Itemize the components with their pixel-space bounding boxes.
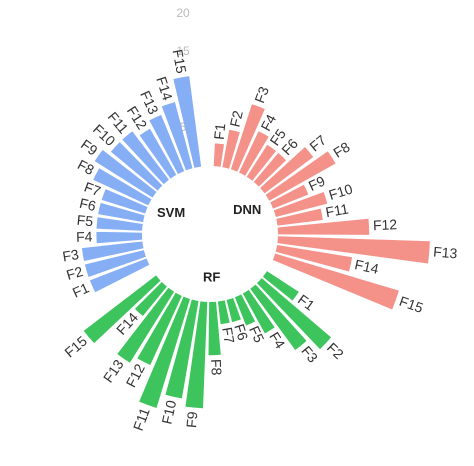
bar-label: F7 <box>219 326 238 345</box>
bar-label: F12 <box>373 216 398 233</box>
bar <box>96 217 143 231</box>
bar <box>93 168 152 206</box>
bar <box>213 143 225 167</box>
bar-label: F9 <box>306 172 328 193</box>
bar-label: F10 <box>158 398 179 425</box>
bar <box>185 301 208 409</box>
group-label: DNN <box>233 202 261 217</box>
bar-label: F5 <box>266 126 289 149</box>
bar <box>149 114 185 175</box>
bar <box>262 271 299 301</box>
bar <box>230 104 265 172</box>
bar <box>250 284 307 351</box>
bar-label: F8 <box>208 359 225 376</box>
bar <box>277 218 370 235</box>
bar <box>253 152 287 187</box>
bar <box>222 129 240 169</box>
bar-label: F9 <box>78 136 101 159</box>
bar <box>234 294 256 326</box>
bar <box>265 151 336 201</box>
bar <box>276 208 323 226</box>
bar <box>137 292 182 366</box>
bar <box>275 244 353 272</box>
bar <box>260 146 314 194</box>
bar-label: F10 <box>327 180 355 203</box>
bar-label: F12 <box>123 361 148 390</box>
bar-label: F9 <box>183 411 200 429</box>
bar <box>173 76 202 168</box>
bar-label: F3 <box>251 84 272 105</box>
bar-label: F1 <box>70 279 92 300</box>
bar <box>98 202 145 223</box>
bar <box>117 287 175 363</box>
bar-label: F7 <box>82 179 103 200</box>
bar-label: F14 <box>153 75 176 103</box>
bar-label: F3 <box>61 246 80 264</box>
bar-label: F5 <box>76 212 94 230</box>
bar-label: F15 <box>170 48 190 75</box>
bar <box>96 231 143 244</box>
bar-label: F8 <box>75 156 97 178</box>
bar-label: F2 <box>64 263 84 283</box>
bar-label: F6 <box>231 322 251 343</box>
bar-label: F15 <box>61 333 90 361</box>
bar <box>217 300 230 325</box>
bar-label: F6 <box>78 195 98 214</box>
bar <box>161 102 193 171</box>
bar <box>277 236 430 264</box>
bar <box>246 144 276 181</box>
bar <box>94 149 157 198</box>
bar-label: F15 <box>397 293 425 316</box>
bar-label: F4 <box>266 329 288 351</box>
bar <box>270 184 309 209</box>
bar-label: F7 <box>306 132 329 155</box>
bar-label: F13 <box>433 243 459 261</box>
bar <box>139 296 191 408</box>
bar <box>242 289 275 334</box>
bar <box>256 278 332 350</box>
bar <box>122 131 169 185</box>
bar <box>89 258 150 293</box>
bar <box>134 281 167 317</box>
bar <box>273 191 328 217</box>
bar-label: F14 <box>353 256 380 277</box>
bar-label: F11 <box>324 200 350 220</box>
bar-label: F11 <box>130 405 153 432</box>
bar <box>84 250 146 277</box>
bar <box>208 301 221 356</box>
bar <box>83 275 161 344</box>
bar-label: F2 <box>324 339 347 362</box>
bar-label: F4 <box>257 111 279 133</box>
bar <box>272 253 399 310</box>
y-tick-label: 15 <box>176 44 190 58</box>
bar <box>239 131 269 176</box>
bar <box>81 241 144 261</box>
bar <box>101 189 148 214</box>
bar-label: F4 <box>76 228 93 245</box>
y-tick-label: 5 <box>180 120 187 134</box>
group-label: RF <box>203 269 220 284</box>
bar-label: F8 <box>330 138 353 160</box>
group-label: SVM <box>157 205 185 220</box>
bar <box>110 142 163 191</box>
bar-label: F1 <box>211 122 229 140</box>
bar-label: F2 <box>226 109 245 129</box>
bar <box>165 299 199 399</box>
bar-label: F5 <box>246 323 267 345</box>
y-tick-label: 20 <box>176 6 190 20</box>
bar-label: F1 <box>295 291 318 314</box>
bar <box>139 128 177 179</box>
bar <box>226 297 241 323</box>
